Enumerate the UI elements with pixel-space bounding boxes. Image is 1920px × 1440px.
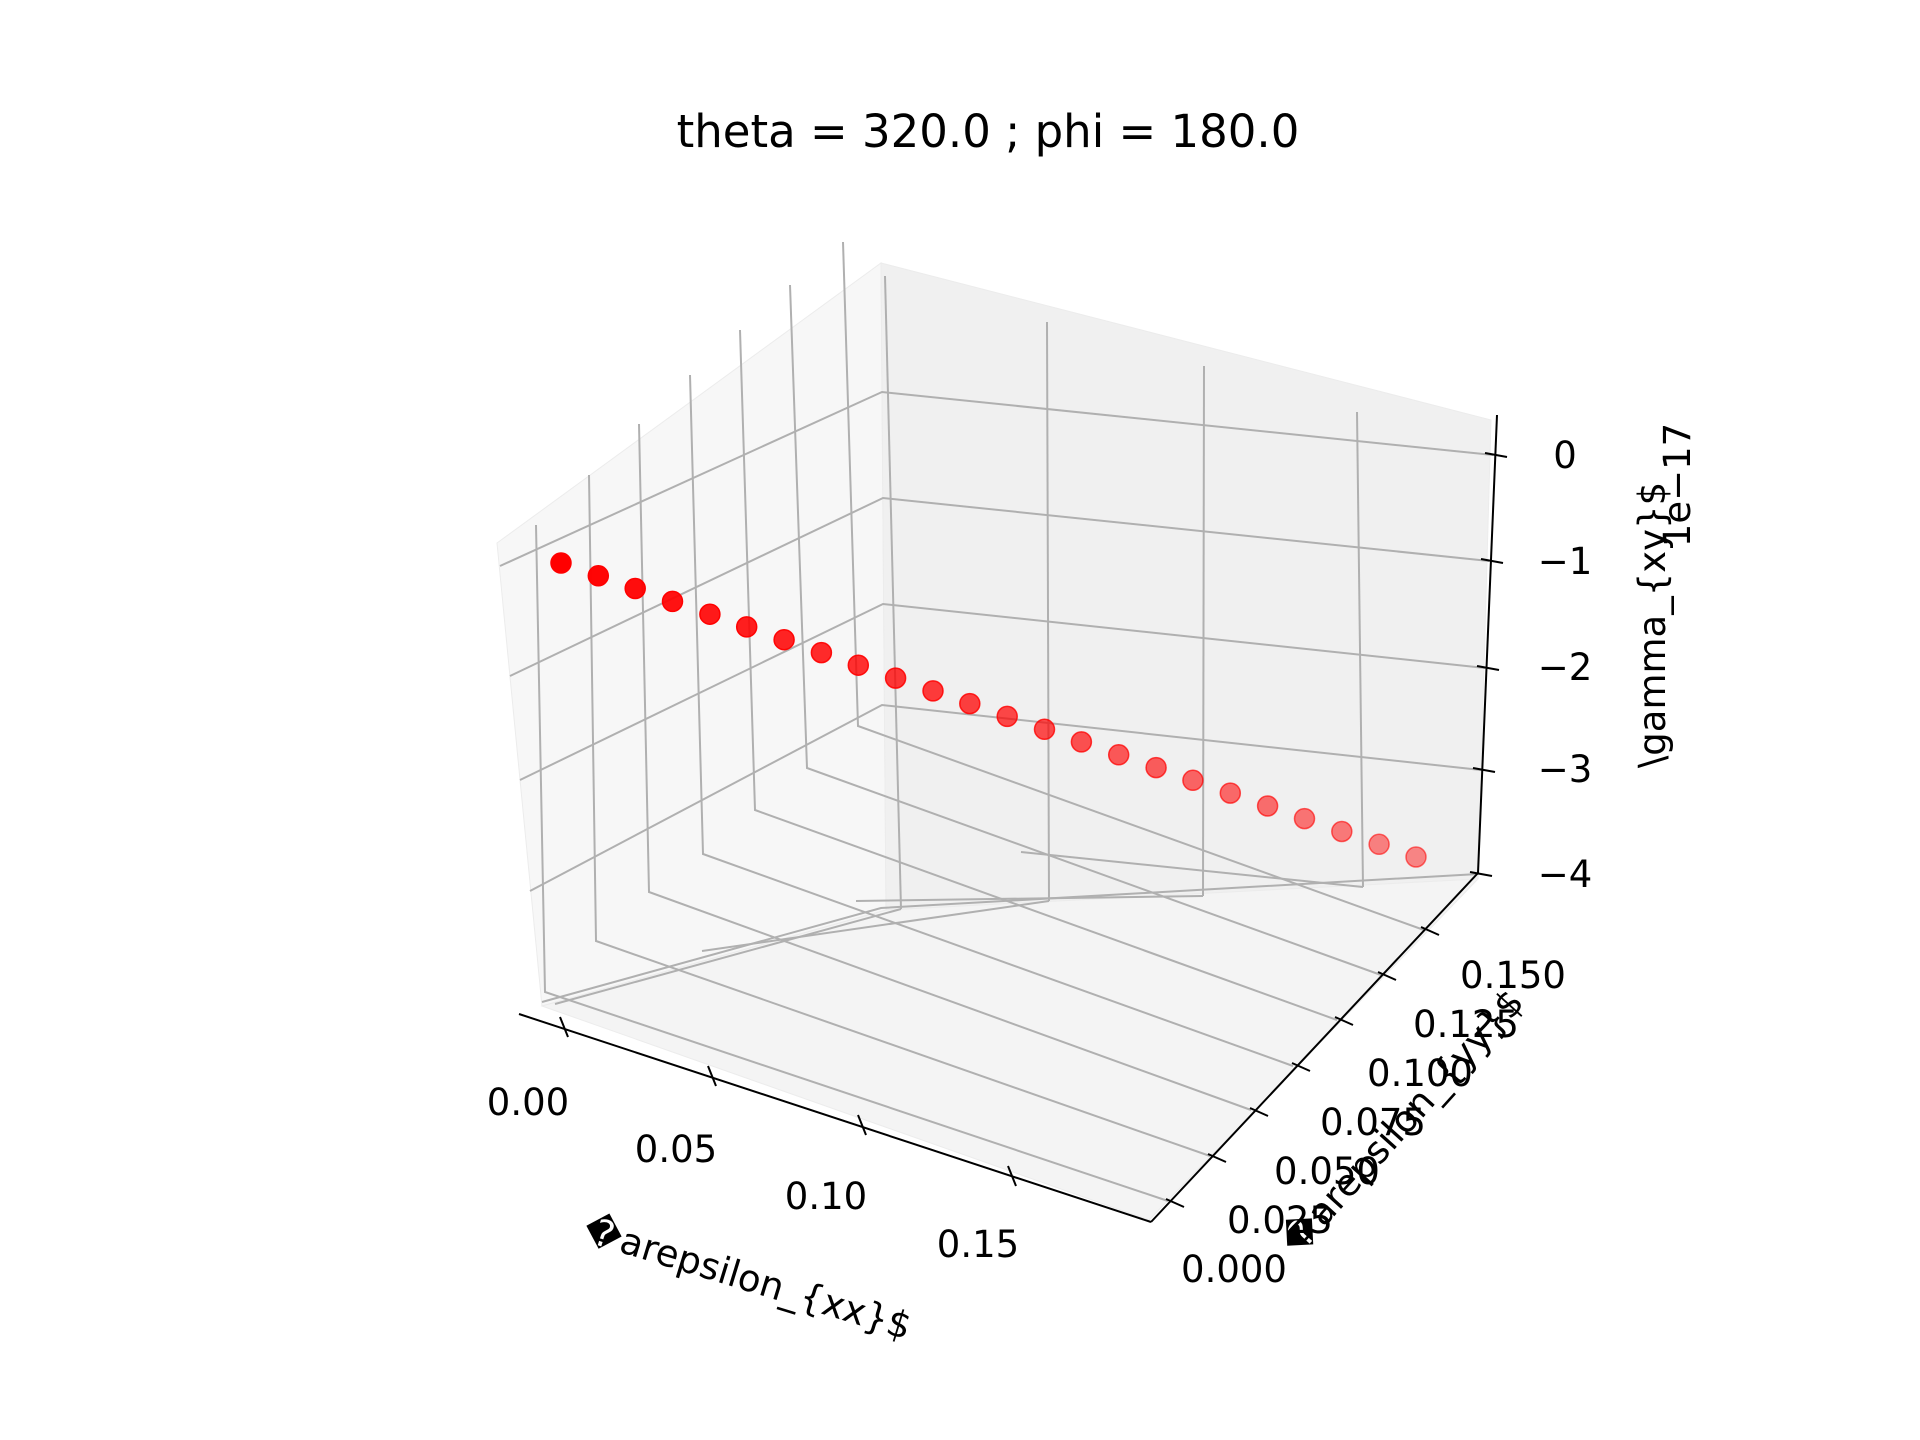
scatter-point [996,705,1018,728]
chart-title: theta = 320.0 ; phi = 180.0 [677,105,1300,158]
y-tick-label: 0.050 [1274,1150,1380,1193]
z-tick-mark [1484,452,1508,458]
x-grid-line [1020,851,1364,888]
x-grid-line [701,900,1050,952]
z-tick-mark [1480,558,1504,564]
scatter-points [550,552,1427,868]
scatter-point [959,692,981,715]
scatter-point [1107,744,1130,766]
y-tick-mark [1291,1062,1311,1072]
y-grid-line [842,241,1425,931]
back-pane [880,262,1492,911]
scatter-point [1293,807,1316,830]
y-tick-label: 0.125 [1413,1003,1519,1046]
y-grid-line [638,423,1252,1111]
x-tick-label: 0.10 [785,1175,867,1218]
x-grid-line-back [1046,321,1050,902]
y-tick-mark [1420,926,1440,936]
scatter-point [1368,833,1390,856]
scatter-point [1033,718,1056,741]
scatter-point [884,667,907,689]
z-offset-text: 1e−17 [1656,423,1699,547]
x-tick-mark [559,1016,569,1038]
y-grid-line [739,329,1338,1021]
scatter-point [587,565,610,587]
y-grid-line [588,474,1211,1157]
scatter-point [699,603,721,625]
scatter-point [1182,769,1204,792]
scatter-point [735,616,758,638]
scatter-point [1145,756,1167,779]
x-grid-line [855,895,1204,902]
y-tick-mark [1377,971,1397,981]
scatter-point [1070,731,1093,753]
x-grid-line-back [1202,365,1205,897]
y-tick-label: 0.075 [1320,1101,1426,1144]
y-tick-label: 0.000 [1181,1248,1287,1291]
y-tick-mark [1249,1107,1269,1117]
y-axis-line [1150,872,1479,1223]
x-grid-line-back [1356,411,1364,888]
scatter-point [922,680,944,702]
y-grid-line [789,284,1382,976]
tick-marks: 0.00 0.05 0.10 0.15 0.000 0.025 0.050 0.075 0.10… [487,434,1592,1291]
x-tick-label: 0.00 [487,1081,569,1124]
y-tick-mark [1165,1198,1185,1208]
scatter-point [624,577,646,600]
z-axis-line [1477,414,1498,874]
z-tick-mark [1469,871,1493,877]
x-tick-mark [707,1065,717,1087]
z-tick-label: −3 [1538,748,1593,791]
x-axis-line [518,1013,1152,1223]
x-axis-label: �arepsilon_{xx}$ [579,1208,917,1349]
x-tick-mark [1007,1165,1017,1187]
y-tick-label: 0.100 [1367,1052,1473,1095]
y-tick-mark [1207,1153,1227,1163]
z-tick-mark [1472,767,1496,773]
z-grid-line [529,703,1482,892]
x-tick-mark [857,1114,867,1136]
y-grid-line [689,374,1294,1067]
x-tick-label: 0.05 [635,1128,717,1171]
scatter-point [550,552,572,574]
y-tick-label: 0.025 [1227,1199,1333,1242]
scatter-point [847,654,870,676]
z-grid-line [541,873,1479,1003]
z-grid-line [499,390,1494,567]
scatter-point [1331,820,1353,843]
y-grid-line [535,524,1169,1202]
x-grid-line [554,908,902,1005]
scatter-point [1405,846,1427,868]
x-grid-line-back [884,275,902,910]
grid-lines [499,241,1494,1202]
z-grid-line [509,496,1490,677]
left-pane [496,262,887,1007]
z-tick-mark [1476,665,1500,671]
z-tick-label: −1 [1538,540,1593,583]
scatter-point [661,590,684,613]
y-tick-label: 0.150 [1460,954,1566,997]
z-tick-label: −2 [1538,646,1593,689]
z-axis-label: \gamma_{xy}$ [1631,482,1674,768]
scatter-point [773,628,795,651]
z-tick-label: −4 [1538,853,1593,896]
scatter-point [1256,795,1279,817]
x-tick-label: 0.15 [937,1223,1019,1266]
scatter-point [810,641,833,664]
y-tick-mark [1334,1016,1354,1026]
z-grid-line [519,602,1486,781]
z-tick-label: 0 [1553,434,1577,477]
scatter-point [1219,782,1242,804]
